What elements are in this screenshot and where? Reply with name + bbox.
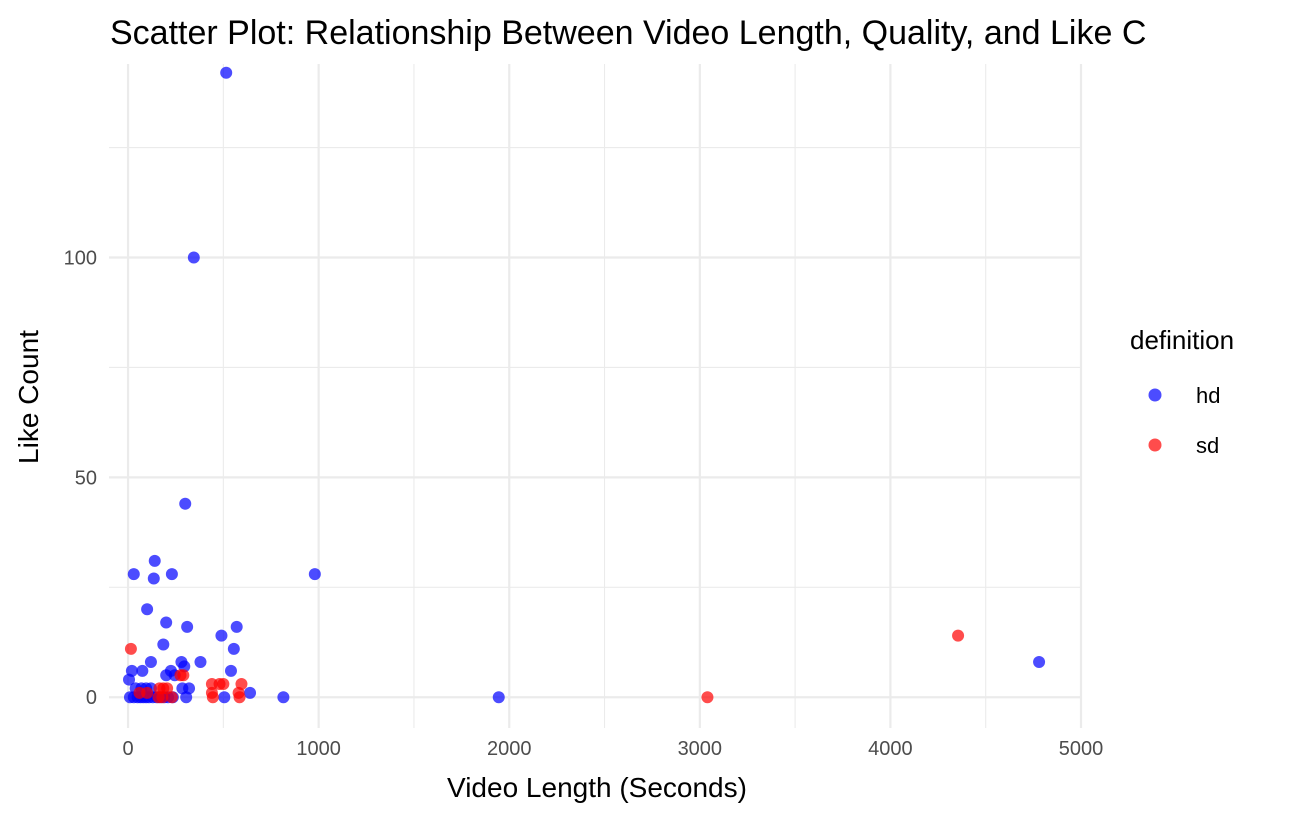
data-point-hd	[227, 642, 240, 655]
data-point-sd	[206, 691, 219, 704]
data-point-hd	[230, 620, 243, 633]
legend-title: definition	[1130, 325, 1234, 355]
legend: definition hd sd	[1130, 325, 1234, 458]
data-point-hd	[181, 620, 194, 633]
data-point-sd	[124, 642, 137, 655]
legend-label-sd: sd	[1196, 433, 1219, 458]
data-point-hd	[165, 568, 178, 581]
data-point-hd	[1033, 656, 1046, 669]
x-tick-label: 5000	[1059, 738, 1104, 760]
legend-key-sd	[1148, 438, 1162, 452]
x-axis-title: Video Length (Seconds)	[447, 772, 747, 803]
data-point-sd	[141, 686, 154, 699]
data-point-hd	[123, 673, 136, 686]
data-points	[123, 66, 1046, 704]
legend-key-hd	[1148, 388, 1162, 402]
data-point-hd	[136, 664, 149, 677]
data-point-hd	[160, 616, 173, 629]
data-point-hd	[244, 686, 257, 699]
data-point-hd	[127, 568, 140, 581]
data-point-hd	[148, 554, 161, 567]
data-point-sd	[156, 691, 169, 704]
data-point-hd	[179, 497, 192, 510]
data-point-sd	[174, 669, 187, 682]
data-point-hd	[147, 572, 160, 585]
legend-label-hd: hd	[1196, 383, 1220, 408]
data-point-hd	[144, 656, 157, 669]
data-point-sd	[701, 691, 714, 704]
data-point-hd	[220, 66, 233, 79]
data-point-hd	[215, 629, 228, 642]
data-point-hd	[187, 251, 200, 264]
data-point-hd	[308, 568, 321, 581]
x-tick-label: 3000	[678, 738, 723, 760]
data-point-sd	[165, 691, 178, 704]
data-point-hd	[224, 664, 237, 677]
y-tick-label: 50	[75, 467, 97, 489]
y-axis-title: Like Count	[13, 330, 44, 464]
y-tick-label: 0	[86, 687, 97, 709]
x-tick-label: 4000	[868, 738, 913, 760]
data-point-hd	[157, 638, 170, 651]
x-tick-label: 2000	[487, 738, 532, 760]
data-point-hd	[141, 603, 154, 616]
x-tick-label: 1000	[296, 738, 341, 760]
data-point-hd	[492, 691, 505, 704]
data-point-sd	[952, 629, 965, 642]
chart-title: Scatter Plot: Relationship Between Video…	[110, 14, 1146, 52]
data-point-sd	[233, 691, 246, 704]
y-tick-label: 100	[64, 247, 97, 269]
data-point-hd	[194, 656, 207, 669]
grid	[109, 64, 1083, 728]
data-point-sd	[217, 678, 230, 691]
data-point-hd	[218, 691, 231, 704]
data-point-sd	[161, 682, 174, 695]
data-point-hd	[277, 691, 290, 704]
x-axis-ticks: 0 1000 2000 3000 4000 5000	[122, 738, 1103, 760]
y-axis-ticks: 0 50 100	[64, 247, 97, 709]
data-point-hd	[180, 691, 193, 704]
x-tick-label: 0	[122, 738, 133, 760]
